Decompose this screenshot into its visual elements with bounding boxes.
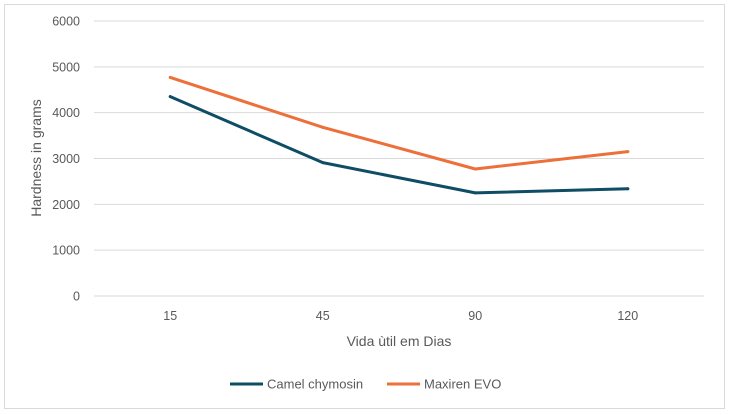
series-line-maxiren-evo xyxy=(168,75,630,171)
data-point-maxiren-evo-45 xyxy=(321,125,325,129)
legend-label-camel-chymosin: Camel chymosin xyxy=(267,377,363,392)
x-tick-label-15: 15 xyxy=(163,309,177,323)
legend-label-maxiren-evo: Maxiren EVO xyxy=(424,377,501,392)
x-tick-label-90: 90 xyxy=(468,309,482,323)
legend: Camel chymosin Maxiren EVO xyxy=(230,377,501,392)
y-tick-label-1000: 1000 xyxy=(52,244,80,258)
x-tick-labels: 15 45 90 120 xyxy=(163,309,638,323)
y-tick-labels: 0 1000 2000 3000 4000 5000 6000 xyxy=(52,15,80,304)
gridlines xyxy=(94,20,704,297)
data-point-camel-chymosin-15 xyxy=(168,95,172,99)
y-tick-label-2000: 2000 xyxy=(52,198,80,212)
series-lines xyxy=(168,75,630,195)
y-tick-label-4000: 4000 xyxy=(52,106,80,120)
data-point-camel-chymosin-45 xyxy=(321,161,325,165)
data-point-maxiren-evo-15 xyxy=(168,75,172,79)
y-axis-title: Hardness in grams xyxy=(28,99,44,217)
series-line-camel-chymosin xyxy=(168,95,630,195)
data-point-camel-chymosin-90 xyxy=(473,191,477,195)
data-point-maxiren-evo-120 xyxy=(626,150,630,154)
x-tick-label-45: 45 xyxy=(316,309,330,323)
y-tick-label-0: 0 xyxy=(73,290,80,304)
data-point-camel-chymosin-120 xyxy=(626,187,630,191)
y-tick-label-3000: 3000 xyxy=(52,152,80,166)
data-point-maxiren-evo-90 xyxy=(473,167,477,171)
chart-frame xyxy=(4,4,725,409)
x-tick-label-120: 120 xyxy=(617,309,638,323)
y-tick-label-5000: 5000 xyxy=(52,60,80,74)
x-axis-title: Vida ùtil em Dias xyxy=(347,333,452,349)
y-tick-label-6000: 6000 xyxy=(52,15,80,29)
